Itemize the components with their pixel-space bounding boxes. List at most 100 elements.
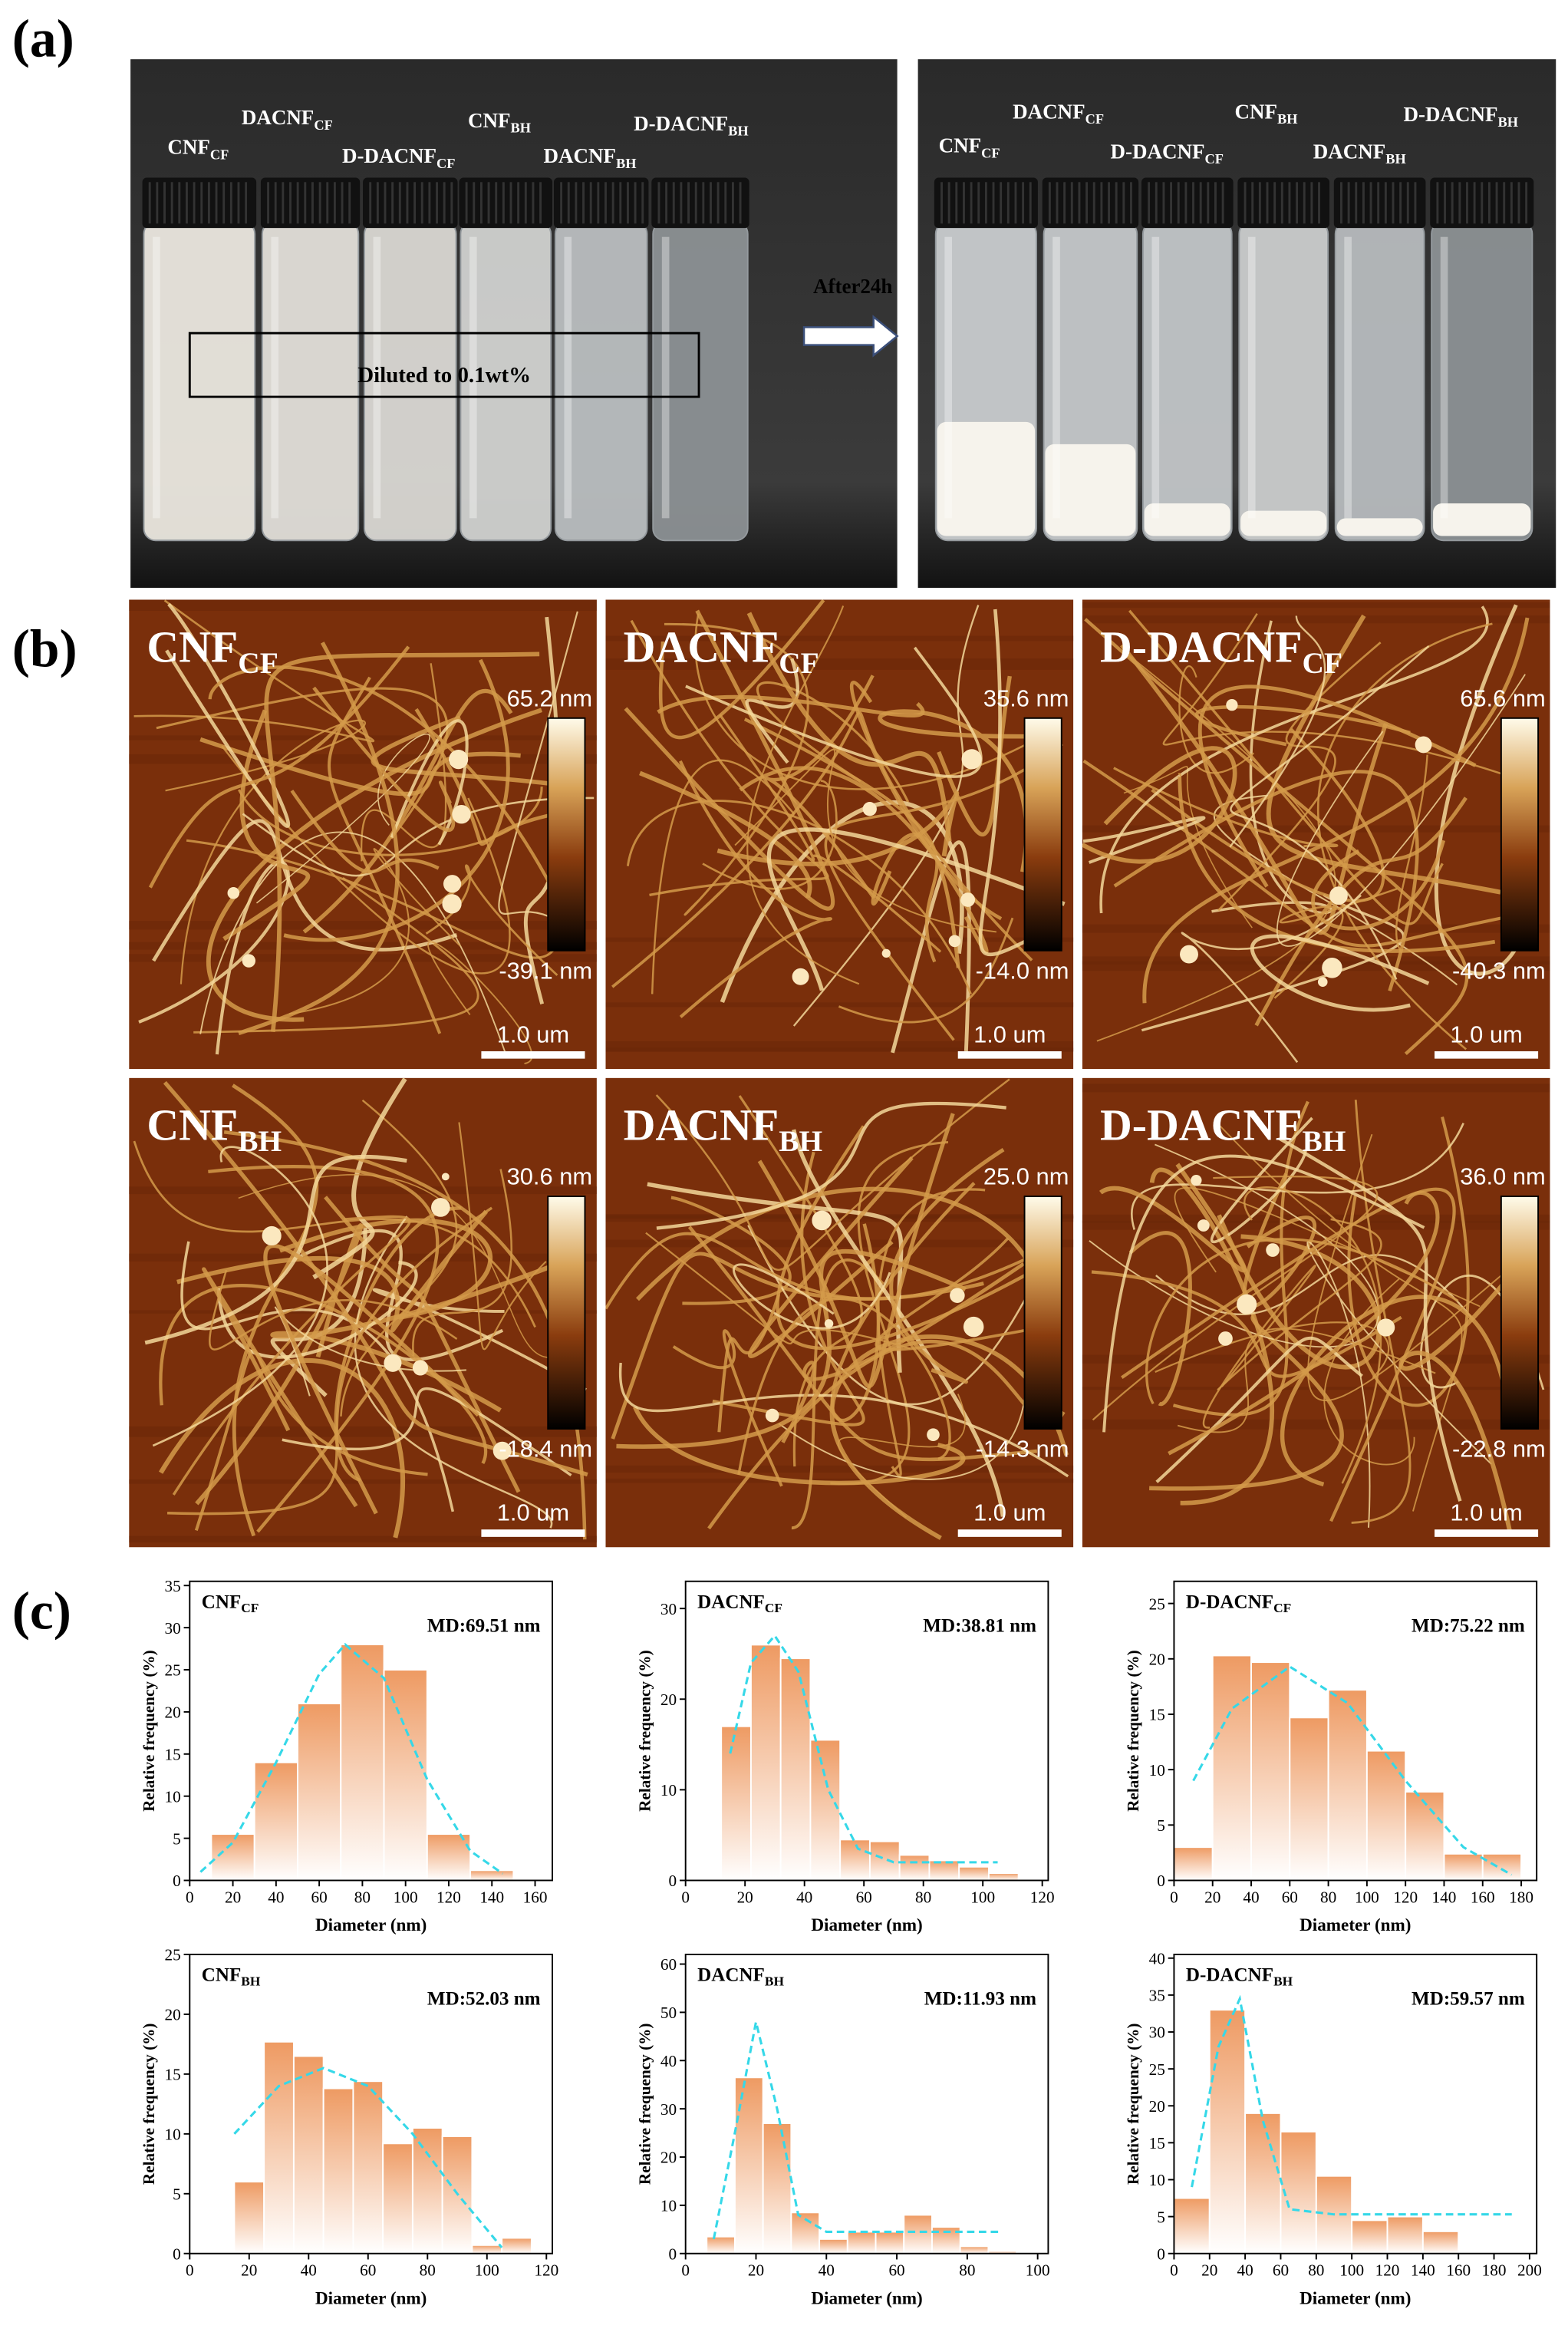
bar [340, 1644, 385, 1882]
fiber [737, 1297, 951, 1476]
fiber [685, 646, 983, 778]
vial-label-main: D-DACNF [634, 112, 728, 135]
fiber [878, 709, 1059, 872]
x-tick-label: 100 [475, 2261, 499, 2280]
fiber [498, 611, 578, 920]
color-bar-min: -22.8 nm [1452, 1436, 1546, 1463]
x-tick-label: 80 [354, 1888, 371, 1906]
fiber [290, 790, 440, 874]
x-tick-label: 160 [1446, 2261, 1471, 2280]
fiber [209, 1269, 458, 1351]
vial-cap [459, 177, 553, 229]
chart-title-main: CNF [202, 1591, 242, 1612]
scan-band [129, 921, 597, 930]
fiber [656, 1101, 1006, 1230]
fiber [1168, 1190, 1440, 1456]
scale-label: 1.0 um [1450, 1021, 1522, 1047]
vial-label: DACNFBH [543, 144, 636, 171]
bar [426, 1833, 472, 1882]
fiber [1120, 643, 1388, 935]
x-tick-label: 60 [1273, 2261, 1289, 2280]
x-tick-label: 20 [1204, 1888, 1220, 1906]
scan-band [129, 942, 597, 950]
scale-label: 1.0 um [497, 1499, 569, 1526]
fiber [1229, 615, 1326, 848]
x-tick-label: 40 [1243, 1888, 1259, 1906]
bar [819, 2238, 848, 2254]
chart-title-sub: BH [765, 1974, 785, 1988]
fiber [1123, 766, 1253, 929]
chart: 0 20 40 60 80 100 0 10 20 30 40 50 60 Diameter (nm) Re… [635, 1954, 1050, 2308]
bar [352, 2080, 384, 2254]
afm-image [129, 1077, 597, 1548]
fiber-cluster [452, 804, 471, 824]
arrow [802, 315, 899, 358]
fiber-cluster [449, 750, 469, 770]
fiber [1254, 797, 1468, 1027]
scan-band [129, 599, 597, 612]
scan-band [129, 1479, 597, 1484]
fiber [176, 1209, 489, 1333]
fiber-cluster [443, 875, 462, 893]
y-tick-label: 5 [1157, 1816, 1165, 1835]
bar [903, 2214, 933, 2254]
x-tick-label: 100 [394, 1888, 418, 1906]
fiber-cluster [384, 1354, 402, 1372]
x-axis-label: Diameter (nm) [315, 2288, 427, 2308]
scan-band [605, 1478, 1074, 1483]
x-tick-label: 0 [1170, 1888, 1178, 1906]
fiber-cluster [960, 892, 976, 907]
chart-title: CNFCF [202, 1591, 259, 1615]
fiber-cluster [765, 1408, 779, 1423]
fiber [152, 1146, 328, 1447]
fiber [193, 876, 479, 1034]
x-tick-label: 100 [1026, 2261, 1050, 2280]
fiber [1149, 1314, 1344, 1491]
fiber-cluster [1376, 1318, 1395, 1337]
vial-label-sub: BH [511, 120, 532, 136]
fiber [1082, 816, 1206, 864]
fiber-cluster [442, 894, 462, 914]
y-tick-label: 35 [165, 1577, 181, 1595]
vial-label: D-DACNFCF [1110, 140, 1223, 167]
bar [1365, 1750, 1407, 1882]
photo [917, 59, 1556, 589]
vial-label-sub: CF [436, 156, 455, 171]
scale-bar [481, 1529, 585, 1537]
fiber [1197, 684, 1477, 888]
color-bar-min: -14.3 nm [976, 1436, 1069, 1463]
fiber [733, 1263, 891, 1330]
fiber [719, 714, 942, 953]
x-tick-label: 80 [1308, 2261, 1324, 2280]
fiber-cluster [242, 954, 256, 968]
x-tick-label: 80 [420, 2261, 436, 2280]
vial-highlight [564, 236, 572, 519]
vial-highlight [1247, 236, 1256, 519]
vial-sediment [1144, 503, 1230, 536]
fiber [1113, 770, 1419, 992]
bar [733, 2076, 764, 2254]
color-bar-max: 35.6 nm [983, 684, 1069, 711]
fiber [1306, 1241, 1492, 1528]
y-tick-label: 60 [660, 1955, 677, 1974]
fiber-cluster [1329, 886, 1348, 905]
fiber [1266, 614, 1501, 895]
y-tick-label: 0 [173, 2245, 181, 2263]
color-bar-max: 65.6 nm [1460, 684, 1546, 711]
fiber-cluster [262, 1225, 282, 1246]
plot-frame [189, 1580, 553, 1882]
fiber [1230, 645, 1430, 980]
vial-label-main: CNF [939, 134, 981, 157]
color-bar [1023, 1196, 1062, 1430]
fiber [734, 748, 996, 933]
fiber [837, 1394, 966, 1518]
x-tick-label: 0 [186, 2261, 194, 2280]
y-tick-label: 40 [1149, 1950, 1165, 1968]
fiber [702, 780, 838, 890]
vial-highlight [373, 236, 381, 519]
color-bar [547, 717, 586, 952]
fiber [1351, 1100, 1412, 1524]
plot-frame [684, 1954, 1049, 2254]
vial-label-main: DACNF [543, 144, 615, 167]
fiber-cluster [1317, 977, 1328, 988]
